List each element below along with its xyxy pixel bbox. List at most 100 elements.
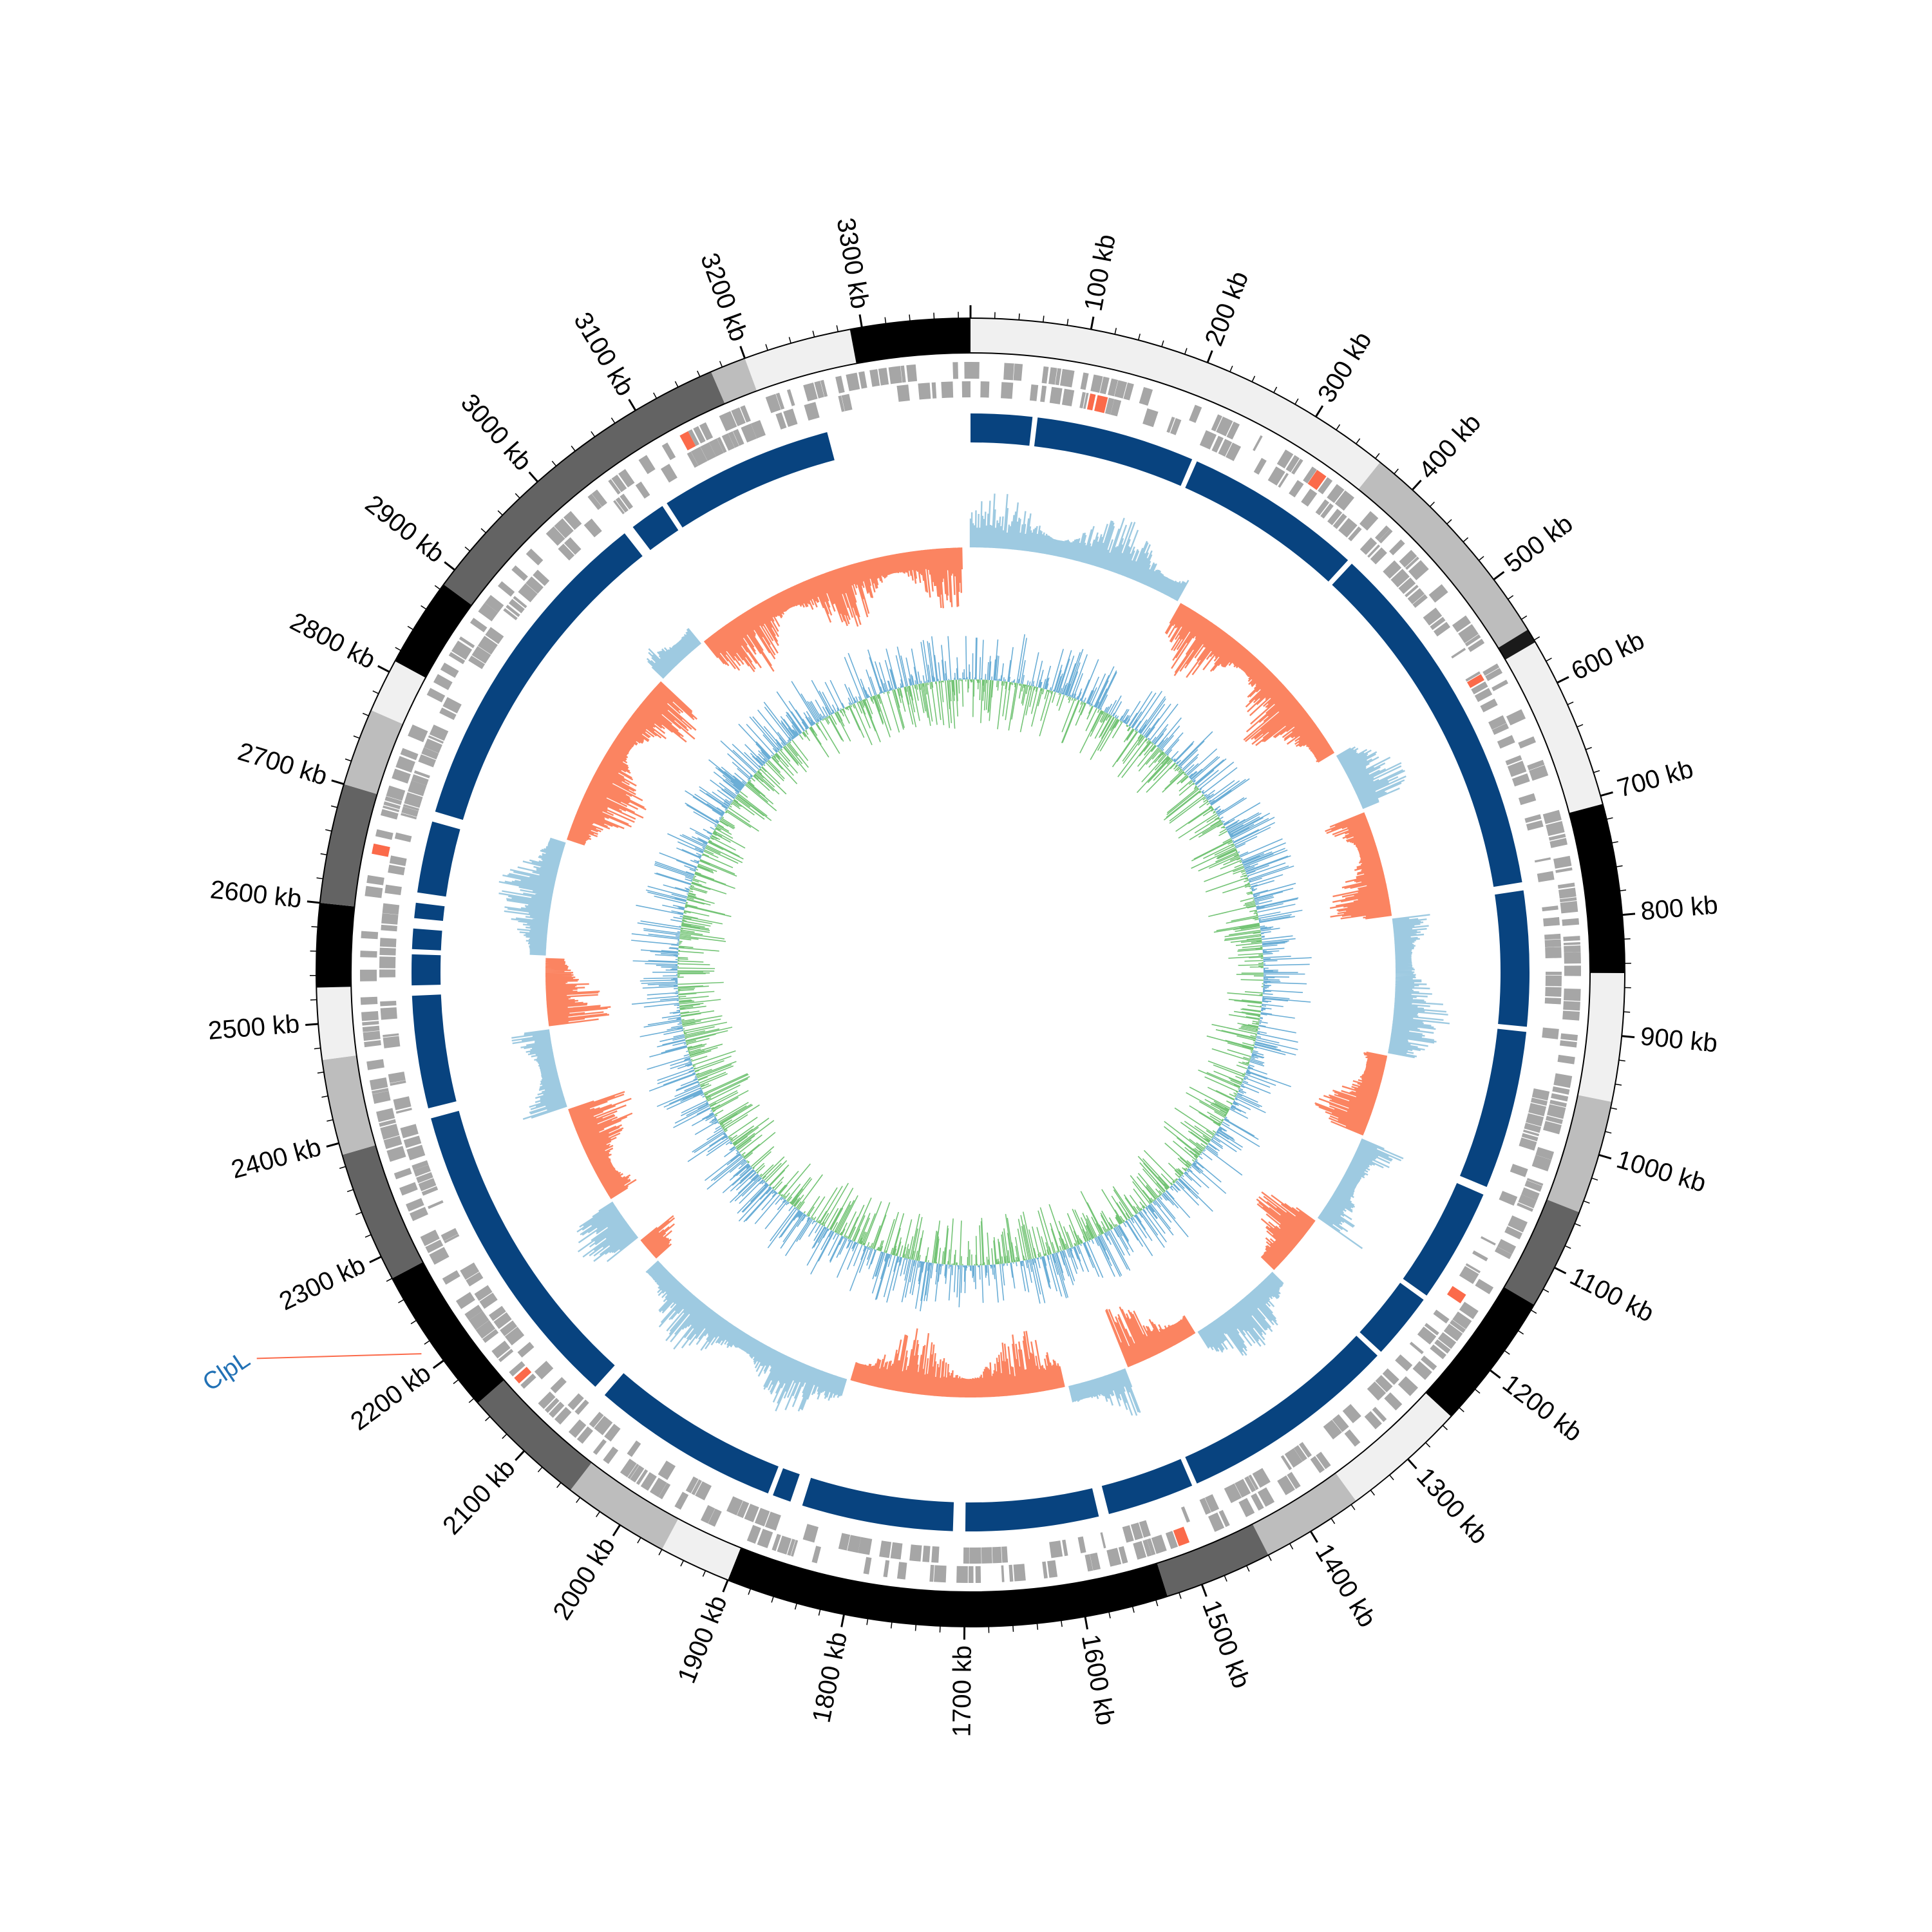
tick-label: 1600 kb [1076, 1633, 1120, 1728]
gene-track-inner-feature [1278, 473, 1289, 488]
gene-track-outer-feature [719, 411, 737, 431]
gene-track-inner-feature [1407, 588, 1425, 605]
gene-track-outer-feature [1151, 1535, 1167, 1554]
gene-track-outer-feature [1421, 1355, 1437, 1371]
gene-track-inner-feature [764, 1511, 781, 1531]
gene-track-outer-feature [1452, 615, 1472, 632]
backbone-block [604, 1373, 779, 1494]
minor-tick [596, 1511, 600, 1517]
gene-track-outer-feature [1334, 490, 1355, 511]
ideogram-band [392, 1262, 504, 1403]
gene-track-inner-feature [1180, 1506, 1190, 1523]
gene-track-inner-feature [388, 1071, 406, 1083]
gene-track-outer-feature [509, 1361, 526, 1377]
gene-track-inner-feature [1139, 1520, 1151, 1538]
gene-track-inner-feature [708, 438, 724, 457]
gene-track-outer-feature [1099, 376, 1110, 395]
ideogram-band [1252, 1473, 1356, 1555]
minor-tick [1179, 1592, 1182, 1599]
minor-tick [1132, 1606, 1135, 1613]
gene-track-inner-feature [1417, 1326, 1437, 1345]
gene-track-inner-feature [969, 1547, 981, 1564]
gene-track-outer-feature [1133, 1540, 1147, 1560]
minor-tick [1442, 1425, 1448, 1430]
minor-tick [1061, 1620, 1063, 1627]
gc-skew-negative [703, 547, 963, 672]
gene-track-inner-feature [583, 518, 602, 538]
minor-tick [1066, 319, 1069, 326]
ideogram-band [744, 329, 857, 392]
gene-track-inner-feature [890, 1542, 903, 1560]
gene-track-outer-feature [700, 1505, 715, 1524]
gene-track-outer-feature [511, 565, 528, 582]
gene-track-inner-feature [404, 792, 423, 808]
gene-track-inner-feature [1235, 1479, 1251, 1498]
gene-track-outer-feature [1559, 897, 1577, 903]
gene-track-inner-feature [802, 1524, 819, 1543]
minor-tick [909, 314, 911, 321]
gene-track-outer-feature [878, 368, 889, 386]
gene-track-outer-feature [679, 431, 696, 451]
major-tick [1622, 913, 1636, 916]
minor-tick [1137, 334, 1141, 341]
major-tick [1200, 1584, 1208, 1597]
gene-track-outer-feature [1374, 525, 1390, 542]
minor-tick [674, 381, 679, 388]
gene-track-outer-feature [375, 829, 393, 840]
gene-track-outer-feature [1564, 965, 1581, 976]
gene-track-inner-feature [1424, 1323, 1439, 1336]
gene-track-inner-feature [931, 382, 937, 399]
gene-track-outer-feature [1276, 449, 1294, 469]
gene-track-inner-feature [493, 1312, 512, 1329]
gene-track-inner-feature [1545, 971, 1562, 975]
gene-track-inner-feature [1029, 384, 1039, 401]
tick-label: 800 kb [1640, 891, 1719, 925]
gene-track-inner-feature [421, 1186, 439, 1196]
gene-track-inner-feature [394, 832, 412, 842]
gene-track-inner-feature [1530, 1097, 1548, 1106]
gene-track-inner-feature [508, 598, 525, 614]
gene-track-inner-feature [485, 627, 504, 645]
gene-track-inner-feature [1040, 385, 1047, 402]
gene-track-inner-feature [1523, 1130, 1540, 1137]
gene-track-inner-feature [403, 1135, 422, 1148]
gene-track-outer-feature [1560, 1033, 1578, 1041]
backbone-block [965, 1488, 1099, 1531]
gene-track-inner-feature [1492, 723, 1510, 735]
major-tick [1598, 1153, 1612, 1160]
major-tick [1309, 1531, 1318, 1543]
gene-track-inner-feature [1211, 435, 1224, 453]
gc-skew-negative [568, 1091, 637, 1200]
gene-track-outer-feature [406, 1198, 424, 1212]
gene-track-inner-feature [1430, 616, 1446, 630]
gene-track-outer-feature [1492, 679, 1508, 692]
gene-track-inner-feature [1199, 430, 1217, 450]
gene-tracks [359, 362, 1581, 1583]
gene-track-inner-feature [1507, 761, 1527, 777]
gene-track-outer-feature [361, 1011, 379, 1021]
gene-track-inner-feature [504, 1327, 525, 1346]
gene-track-outer-feature [392, 768, 411, 784]
backbone-ring [411, 413, 1530, 1531]
gene-track-inner-feature [1544, 939, 1562, 947]
gene-track-inner-feature [429, 724, 449, 741]
minor-tick [1564, 1245, 1571, 1249]
ideogram-ring [316, 317, 1625, 1627]
gene-track-outer-feature [1041, 366, 1049, 384]
gene-track-inner-feature [479, 1293, 498, 1309]
gene-track-outer-feature [484, 594, 504, 613]
gene-track-outer-feature [360, 996, 378, 1005]
gene-track-inner-feature [383, 1036, 401, 1048]
gene-track-inner-feature [1480, 698, 1498, 713]
gene-track-outer-feature [372, 843, 390, 857]
gene-track-outer-feature [1384, 1392, 1403, 1411]
backbone-block [773, 1468, 800, 1502]
gene-track-inner-feature [418, 1178, 437, 1191]
major-tick [1493, 571, 1505, 581]
major-tick [1206, 350, 1213, 363]
gene-track-outer-feature [1548, 833, 1566, 841]
backbone-block [435, 533, 643, 820]
gene-track-inner-feature [1471, 681, 1488, 695]
minor-tick [1446, 519, 1452, 525]
